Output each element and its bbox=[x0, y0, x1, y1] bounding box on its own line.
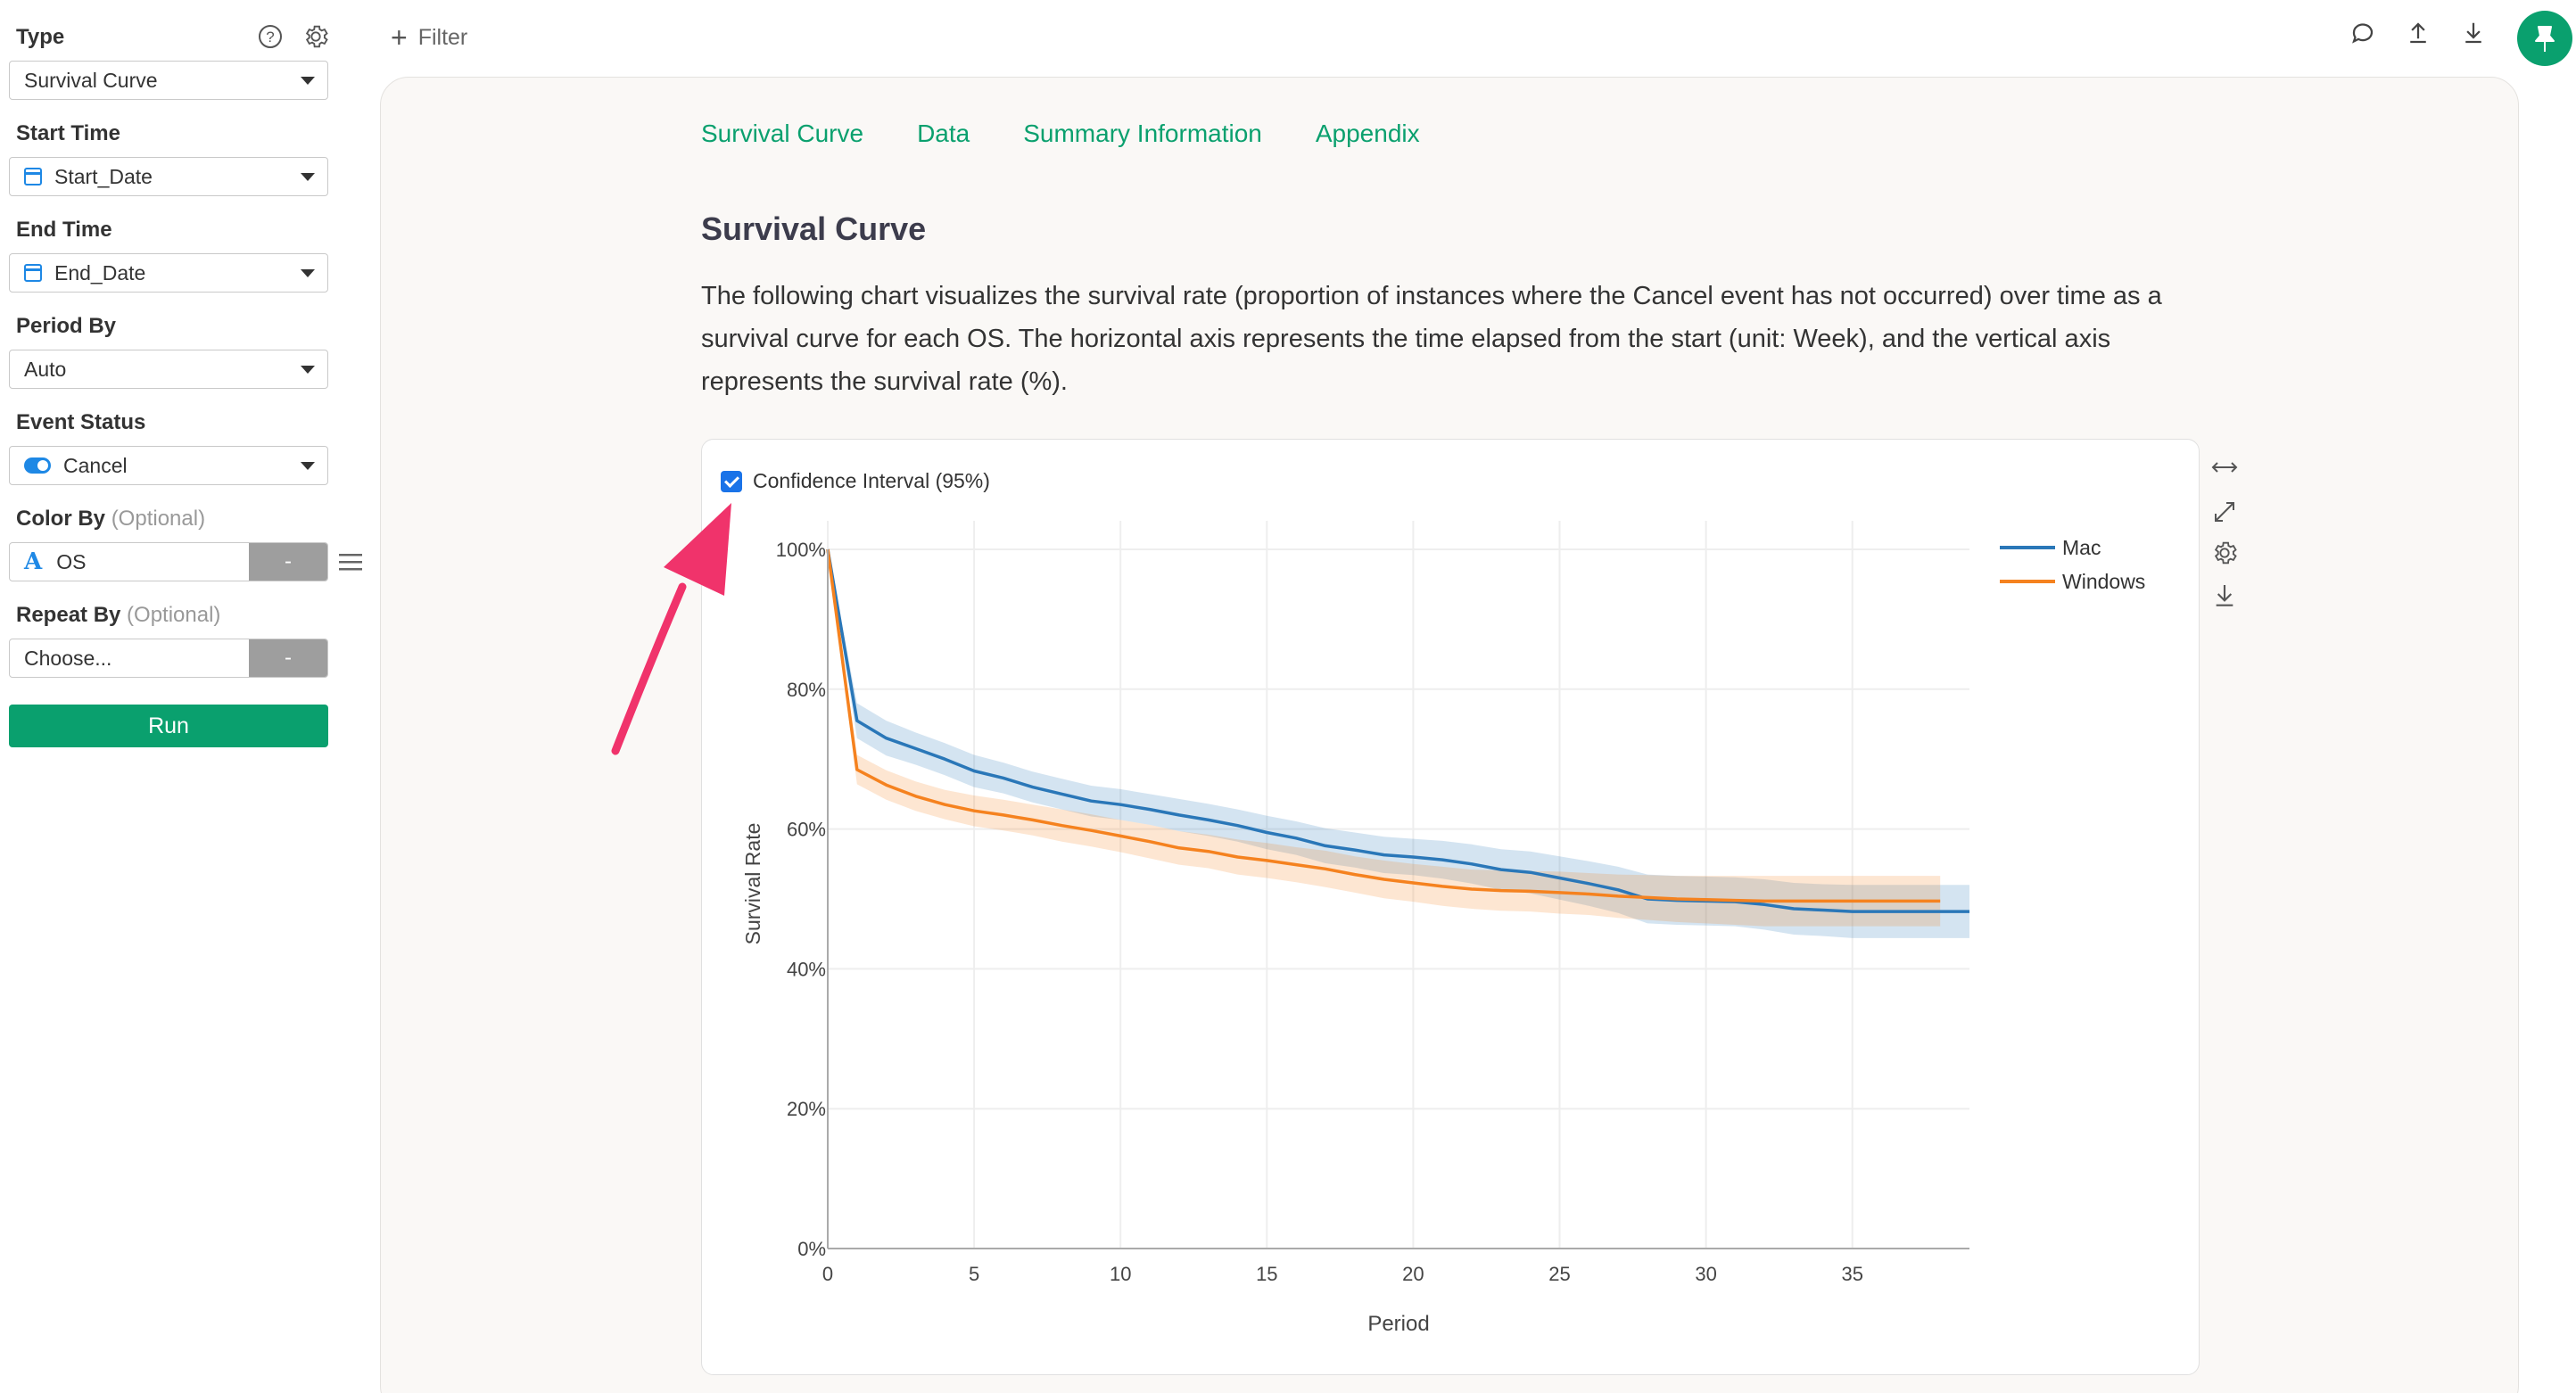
y-tick-label: 0% bbox=[797, 1238, 826, 1260]
event-status-select[interactable]: Cancel bbox=[9, 446, 328, 485]
x-tick-label: 30 bbox=[1695, 1263, 1716, 1285]
type-label: Type bbox=[16, 25, 65, 49]
legend-label: Windows bbox=[2062, 570, 2145, 593]
color-by-combo[interactable]: A OS - bbox=[9, 542, 328, 581]
x-tick-label: 10 bbox=[1110, 1263, 1131, 1285]
x-tick-label: 25 bbox=[1548, 1263, 1570, 1285]
end-time-select[interactable]: End_Date bbox=[9, 253, 328, 293]
period-by-value: Auto bbox=[24, 357, 67, 381]
confidence-interval-label: Confidence Interval (95%) bbox=[753, 469, 990, 492]
repeat-by-clear-button[interactable]: - bbox=[249, 639, 327, 677]
chevron-down-icon bbox=[301, 462, 315, 470]
x-tick-label: 35 bbox=[1841, 1263, 1862, 1285]
calendar-icon bbox=[24, 168, 42, 185]
toggle-icon bbox=[24, 457, 51, 474]
period-by-select[interactable]: Auto bbox=[9, 350, 328, 389]
run-button[interactable]: Run bbox=[9, 705, 328, 747]
y-axis-label: Survival Rate bbox=[741, 823, 764, 945]
chart-settings-icon[interactable] bbox=[2210, 539, 2239, 567]
color-by-clear-button[interactable]: - bbox=[249, 543, 327, 581]
start-time-value: Start_Date bbox=[54, 164, 153, 188]
help-icon[interactable]: ? bbox=[257, 23, 284, 50]
series-lines bbox=[826, 548, 1969, 913]
legend-label: Mac bbox=[2062, 536, 2101, 559]
start-time-label: Start Time bbox=[16, 121, 120, 145]
comment-icon[interactable] bbox=[2349, 20, 2376, 46]
confidence-interval-checkbox[interactable] bbox=[721, 470, 742, 492]
end-time-label: End Time bbox=[16, 218, 112, 242]
confidence-band-mac bbox=[828, 549, 1969, 938]
type-value: Survival Curve bbox=[24, 68, 158, 92]
repeat-by-label: Repeat By (Optional) bbox=[16, 603, 220, 628]
period-by-label: Period By bbox=[16, 314, 117, 338]
chart-axes: 0 5 10 15 20 25 30 35 0% 20% 40% 60% 80% 100% bbox=[776, 539, 1969, 1285]
repeat-by-label-text: Repeat By bbox=[16, 603, 121, 627]
repeat-by-field[interactable]: Choose... bbox=[24, 646, 112, 670]
color-by-label: Color By (Optional) bbox=[16, 507, 205, 532]
tab-summary-information[interactable]: Summary Information bbox=[1023, 120, 1262, 147]
pin-button[interactable] bbox=[2517, 11, 2572, 66]
filter-label: Filter bbox=[417, 24, 468, 50]
sidebar: Type ? Survival Curve Start Time Start_D… bbox=[0, 0, 362, 1393]
y-tick-label: 20% bbox=[787, 1098, 826, 1120]
chevron-down-icon bbox=[301, 173, 315, 181]
repeat-by-combo[interactable]: Choose... - bbox=[9, 639, 328, 678]
chevron-down-icon bbox=[301, 366, 315, 374]
calendar-icon bbox=[24, 264, 42, 282]
color-by-optional: (Optional) bbox=[111, 507, 206, 531]
upload-icon[interactable] bbox=[2405, 20, 2432, 46]
section-description: The following chart visualizes the survi… bbox=[701, 282, 2162, 396]
color-by-value: OS bbox=[56, 549, 87, 573]
tab-data[interactable]: Data bbox=[917, 120, 970, 147]
y-tick-label: 60% bbox=[787, 819, 826, 841]
color-by-field[interactable]: A OS bbox=[10, 543, 249, 581]
chart-legend: Mac Windows bbox=[2000, 536, 2145, 593]
type-select[interactable]: Survival Curve bbox=[9, 61, 328, 100]
menu-icon[interactable] bbox=[339, 551, 362, 573]
tab-appendix[interactable]: Appendix bbox=[1315, 120, 1420, 147]
tab-survival-curve[interactable]: Survival Curve bbox=[701, 120, 864, 147]
confidence-interval-toggle[interactable]: Confidence Interval (95%) bbox=[721, 469, 990, 493]
confidence-band-windows bbox=[828, 549, 1941, 927]
expand-horizontal-icon[interactable] bbox=[2210, 457, 2239, 478]
pin-icon bbox=[2535, 26, 2555, 52]
text-type-icon: A bbox=[24, 548, 43, 575]
series-line-windows bbox=[826, 548, 1941, 903]
x-axis-label: Period bbox=[1367, 1312, 1429, 1336]
repeat-by-optional: (Optional) bbox=[127, 603, 221, 627]
event-status-label: Event Status bbox=[16, 410, 146, 434]
section-title: Survival Curve bbox=[701, 210, 927, 247]
end-time-value: End_Date bbox=[54, 260, 146, 284]
x-tick-label: 20 bbox=[1402, 1263, 1424, 1285]
y-tick-label: 100% bbox=[776, 539, 826, 561]
event-status-value: Cancel bbox=[63, 453, 128, 477]
download-icon[interactable] bbox=[2460, 20, 2487, 46]
start-time-select[interactable]: Start_Date bbox=[9, 157, 328, 196]
y-tick-label: 40% bbox=[787, 958, 826, 980]
annotation-arrow-icon bbox=[611, 503, 731, 755]
chart-card bbox=[701, 439, 2200, 1375]
chevron-down-icon bbox=[301, 269, 315, 277]
fullscreen-icon[interactable] bbox=[2210, 498, 2239, 526]
survival-chart: 0 5 10 15 20 25 30 350%20%40%60%80%100% Period … bbox=[741, 521, 2145, 1336]
series-line-mac bbox=[826, 548, 1969, 913]
svg-text:?: ? bbox=[266, 29, 274, 45]
chevron-down-icon bbox=[301, 77, 315, 85]
filter-button[interactable]: + Filter bbox=[391, 23, 467, 52]
x-tick-label: 15 bbox=[1256, 1263, 1277, 1285]
gear-icon[interactable] bbox=[301, 22, 330, 51]
y-tick-label: 80% bbox=[787, 679, 826, 701]
plus-icon: + bbox=[391, 21, 408, 54]
chart-download-icon[interactable] bbox=[2210, 581, 2239, 610]
x-tick-label: 5 bbox=[969, 1263, 979, 1285]
section-tabs: Survival Curve Data Summary Information … bbox=[701, 120, 1420, 148]
x-tick-label: 0 bbox=[822, 1263, 833, 1285]
color-by-label-text: Color By bbox=[16, 507, 106, 531]
